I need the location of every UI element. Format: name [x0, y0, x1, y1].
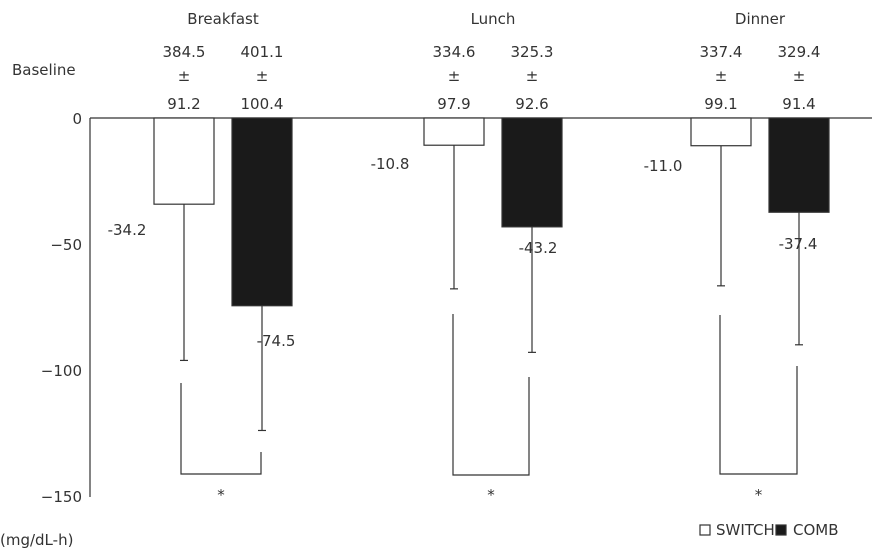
legend: SWITCH COMB — [700, 521, 839, 539]
bar-group: Dinner 337.4 ±99.1 329.4 ±91.4 -11.0 -37.4 * — [644, 10, 829, 504]
significance-marker: * — [487, 486, 495, 504]
baseline-mean: 384.5 — [163, 43, 206, 61]
baseline-mean: 401.1 — [241, 43, 284, 61]
bar-switch — [691, 118, 751, 146]
y-tick-label: −100 — [41, 362, 82, 380]
value-label: -34.2 — [108, 221, 147, 239]
y-tick-label: 0 — [72, 110, 82, 128]
significance-bracket — [181, 383, 261, 474]
plus-minus: ± — [715, 67, 728, 85]
baseline-sd: 97.9 — [437, 95, 470, 113]
bar-switch — [154, 118, 214, 204]
value-label: -11.0 — [644, 157, 683, 175]
significance-marker: * — [755, 486, 763, 504]
value-label: -74.5 — [257, 332, 296, 350]
bar-switch — [424, 118, 484, 145]
plus-minus: ± — [526, 67, 539, 85]
significance-marker: * — [217, 486, 225, 504]
category-label: Lunch — [471, 10, 516, 28]
baseline-label: Baseline — [12, 61, 76, 79]
significance-bracket — [720, 315, 797, 474]
baseline-mean: 334.6 — [433, 43, 476, 61]
category-label: Breakfast — [187, 10, 259, 28]
plus-minus: ± — [256, 67, 269, 85]
baseline-sd: 99.1 — [704, 95, 737, 113]
value-label: -10.8 — [371, 155, 410, 173]
category-label: Dinner — [735, 10, 786, 28]
baseline-sd: 91.4 — [782, 95, 815, 113]
bar-groups: Breakfast 384.5 ±91.2 401.1 ±100.4 -34.2 -74.5… — [108, 10, 829, 504]
baseline-sd: 91.2 — [167, 95, 200, 113]
bar-comb — [769, 118, 829, 212]
y-tick-label: −150 — [41, 488, 82, 506]
plus-minus: ± — [178, 67, 191, 85]
legend-swatch-switch — [700, 525, 710, 535]
value-label: -37.4 — [779, 235, 818, 253]
value-label: -43.2 — [519, 239, 558, 257]
y-axis-label: (mg/dL-h) — [0, 531, 73, 549]
baseline-mean: 329.4 — [778, 43, 821, 61]
y-tick-label: −50 — [50, 236, 82, 254]
legend-label-comb: COMB — [793, 521, 839, 539]
bar-group: Breakfast 384.5 ±91.2 401.1 ±100.4 -34.2 -74.5… — [108, 10, 296, 504]
plus-minus: ± — [793, 67, 806, 85]
baseline-mean: 325.3 — [511, 43, 554, 61]
bar-comb — [502, 118, 562, 227]
baseline-mean: 337.4 — [700, 43, 743, 61]
legend-label-switch: SWITCH — [716, 521, 775, 539]
bar-group: Lunch 334.6 ±97.9 325.3 ±92.6 -10.8 -43.2 * — [371, 10, 562, 504]
bar-comb — [232, 118, 292, 306]
legend-swatch-comb — [776, 525, 786, 535]
plus-minus: ± — [448, 67, 461, 85]
significance-bracket — [453, 314, 529, 475]
baseline-sd: 100.4 — [241, 95, 284, 113]
baseline-sd: 92.6 — [515, 95, 548, 113]
